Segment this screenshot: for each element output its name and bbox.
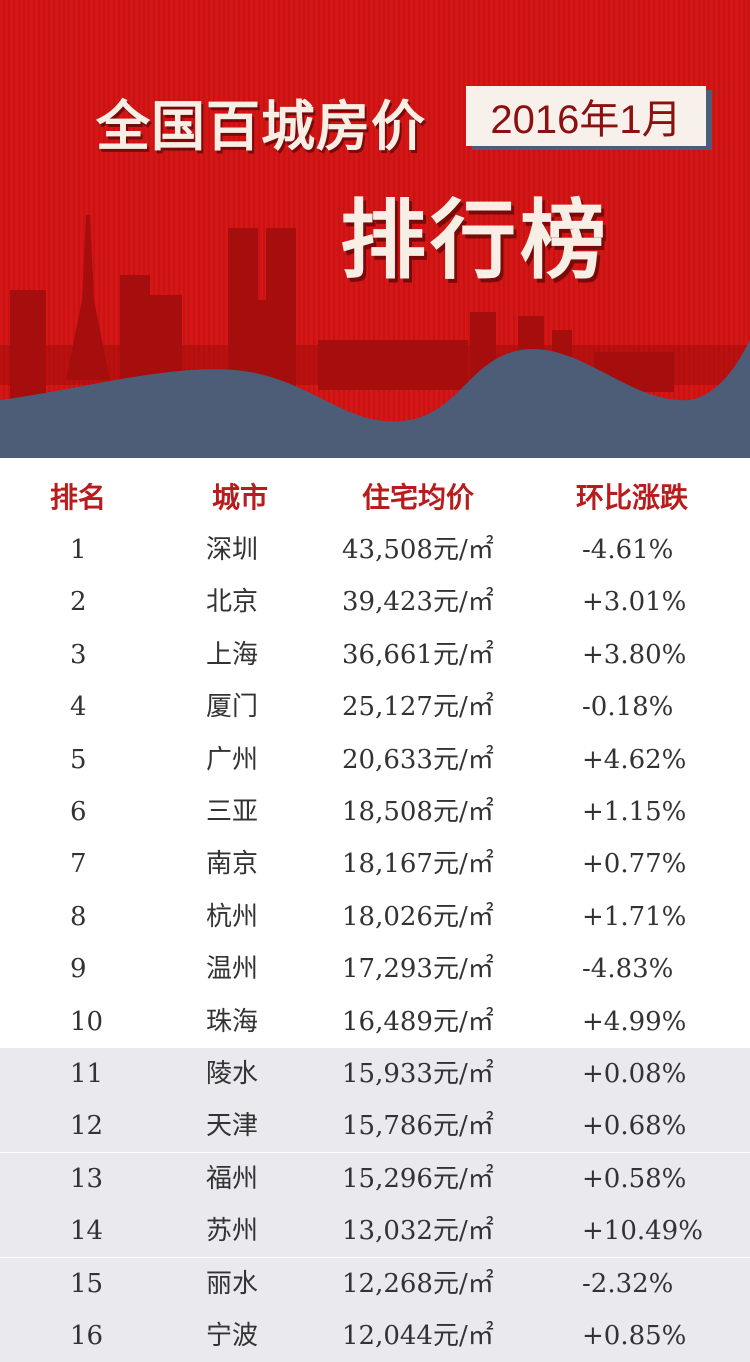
cell-change: +0.68% [582,1111,687,1142]
cell-rank: 2 [70,587,87,618]
cell-rank: 7 [70,849,87,880]
cell-city: 三亚 [206,797,259,827]
table-row: 1 深圳 43,508元/㎡ -4.61% [0,524,750,576]
column-header-price: 住宅均价 [362,481,475,514]
cell-city: 丽水 [206,1268,259,1299]
cell-price: 18,026元/㎡ [342,901,494,932]
cell-rank: 6 [70,797,87,827]
cell-change: -0.18% [582,692,674,723]
cell-city: 珠海 [206,1006,259,1037]
cell-price: 36,661元/㎡ [342,639,494,670]
date-badge: 2016年1月 [466,86,706,146]
cell-change: +3.01% [582,587,687,618]
cell-price: 18,508元/㎡ [342,797,494,827]
header-banner: 全国百城房价 2016年1月 排行榜 [0,0,750,458]
cell-rank: 1 [70,535,87,565]
cell-city: 温州 [206,954,259,985]
cell-rank: 12 [70,1111,104,1142]
cell-price: 12,268元/㎡ [342,1268,494,1299]
cell-price: 16,489元/㎡ [342,1006,494,1037]
page-subtitle: 排行榜 [340,191,610,291]
table-row: 11 陵水 15,933元/㎡ +0.08% [0,1048,750,1100]
cell-price: 39,423元/㎡ [342,587,494,618]
column-header-change: 环比涨跌 [576,481,689,514]
cell-price: 12,044元/㎡ [342,1321,494,1351]
cell-change: +4.62% [582,744,687,775]
table-row: 9 温州 17,293元/㎡ -4.83% [0,943,750,995]
cell-change: +0.77% [582,849,687,880]
page-title: 全国百城房价 [96,95,426,158]
cell-rank: 13 [70,1163,104,1194]
table-row: 12 天津 15,786元/㎡ +0.68% [0,1100,750,1153]
cell-rank: 14 [70,1216,104,1247]
cell-change: +3.80% [582,639,687,670]
table-row: 7 南京 18,167元/㎡ +0.77% [0,838,750,890]
cell-price: 15,786元/㎡ [342,1111,494,1142]
cell-rank: 11 [70,1059,104,1089]
cell-city: 福州 [206,1163,259,1194]
cell-rank: 10 [70,1006,104,1037]
table-row: 15 丽水 12,268元/㎡ -2.32% [0,1257,750,1310]
cell-city: 厦门 [206,692,259,723]
cell-city: 深圳 [206,535,259,565]
cell-change: +1.15% [582,797,687,827]
table-row: 6 三亚 18,508元/㎡ +1.15% [0,786,750,838]
cell-city: 天津 [206,1111,259,1142]
cell-city: 广州 [206,744,259,775]
cell-change: +0.08% [582,1059,687,1089]
column-header-rank: 排名 [50,481,107,514]
table-row: 16 宁波 12,044元/㎡ +0.85% [0,1310,750,1362]
cell-change: -4.83% [582,954,674,985]
cell-rank: 5 [70,744,87,775]
cell-change: +0.85% [582,1321,687,1351]
ranking-table: 排名 城市 住宅均价 环比涨跌 1 深圳 43,508元/㎡ -4.61% 2 北京 39,… [0,458,750,1362]
table-row: 8 杭州 18,026元/㎡ +1.71% [0,891,750,943]
table-row: 5 广州 20,633元/㎡ +4.62% [0,734,750,786]
table-header: 排名 城市 住宅均价 环比涨跌 [0,478,750,518]
cell-rank: 15 [70,1268,104,1299]
cell-city: 苏州 [206,1216,259,1247]
cell-city: 陵水 [206,1059,259,1089]
cell-price: 17,293元/㎡ [342,954,494,985]
table-row: 2 北京 39,423元/㎡ +3.01% [0,576,750,628]
cell-price: 20,633元/㎡ [342,744,494,775]
cell-change: +0.58% [582,1163,687,1194]
cell-change: +10.49% [582,1216,703,1247]
cell-price: 15,296元/㎡ [342,1163,494,1194]
cell-price: 13,032元/㎡ [342,1216,494,1247]
cell-price: 15,933元/㎡ [342,1059,494,1089]
cell-rank: 4 [70,692,87,723]
cell-change: +1.71% [582,901,687,932]
cell-rank: 16 [70,1321,104,1351]
cell-city: 北京 [206,587,259,618]
table-row: 10 珠海 16,489元/㎡ +4.99% [0,996,750,1048]
city-skyline-illustration [0,215,750,458]
table-row: 13 福州 15,296元/㎡ +0.58% [0,1152,750,1205]
cell-change: +4.99% [582,1006,687,1037]
cell-city: 杭州 [206,901,259,932]
cell-rank: 3 [70,639,87,670]
cell-city: 南京 [206,849,259,880]
cell-city: 上海 [206,639,259,670]
table-row: 3 上海 36,661元/㎡ +3.80% [0,629,750,681]
cell-price: 25,127元/㎡ [342,692,494,723]
cell-city: 宁波 [206,1321,259,1351]
cell-price: 43,508元/㎡ [342,535,494,565]
column-header-city: 城市 [212,481,269,514]
cell-price: 18,167元/㎡ [342,849,494,880]
cell-change: -4.61% [582,535,674,565]
cell-rank: 9 [70,954,87,985]
cell-rank: 8 [70,901,87,932]
table-row: 4 厦门 25,127元/㎡ -0.18% [0,681,750,733]
table-row: 14 苏州 13,032元/㎡ +10.49% [0,1205,750,1258]
cell-change: -2.32% [582,1268,674,1299]
